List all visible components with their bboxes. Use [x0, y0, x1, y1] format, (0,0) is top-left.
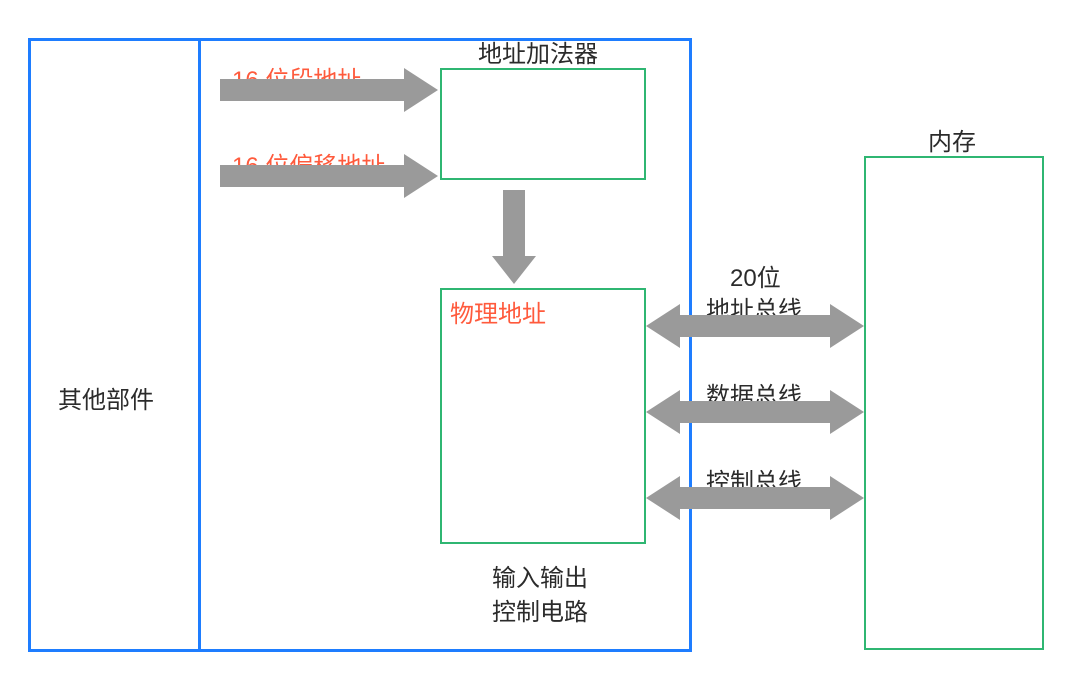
address-adder-box	[440, 68, 646, 180]
other-parts-label: 其他部件	[58, 380, 154, 415]
control-bus-arrow	[646, 476, 864, 520]
address-bus-label-line1: 20位	[730, 258, 781, 293]
io-control-label-line2: 控制电路	[492, 592, 588, 627]
address-bus-arrow	[646, 304, 864, 348]
adder-to-io-arrow	[492, 190, 536, 284]
memory-title-label: 内存	[928, 122, 976, 157]
io-control-label-line1: 输入输出	[492, 558, 588, 593]
physical-address-label: 物理地址	[450, 294, 546, 329]
memory-box	[864, 156, 1044, 650]
segment-address-arrow	[220, 68, 438, 112]
adder-title-label: 地址加法器	[478, 34, 598, 69]
offset-address-arrow	[220, 154, 438, 198]
data-bus-arrow	[646, 390, 864, 434]
cpu-divider	[198, 38, 201, 652]
